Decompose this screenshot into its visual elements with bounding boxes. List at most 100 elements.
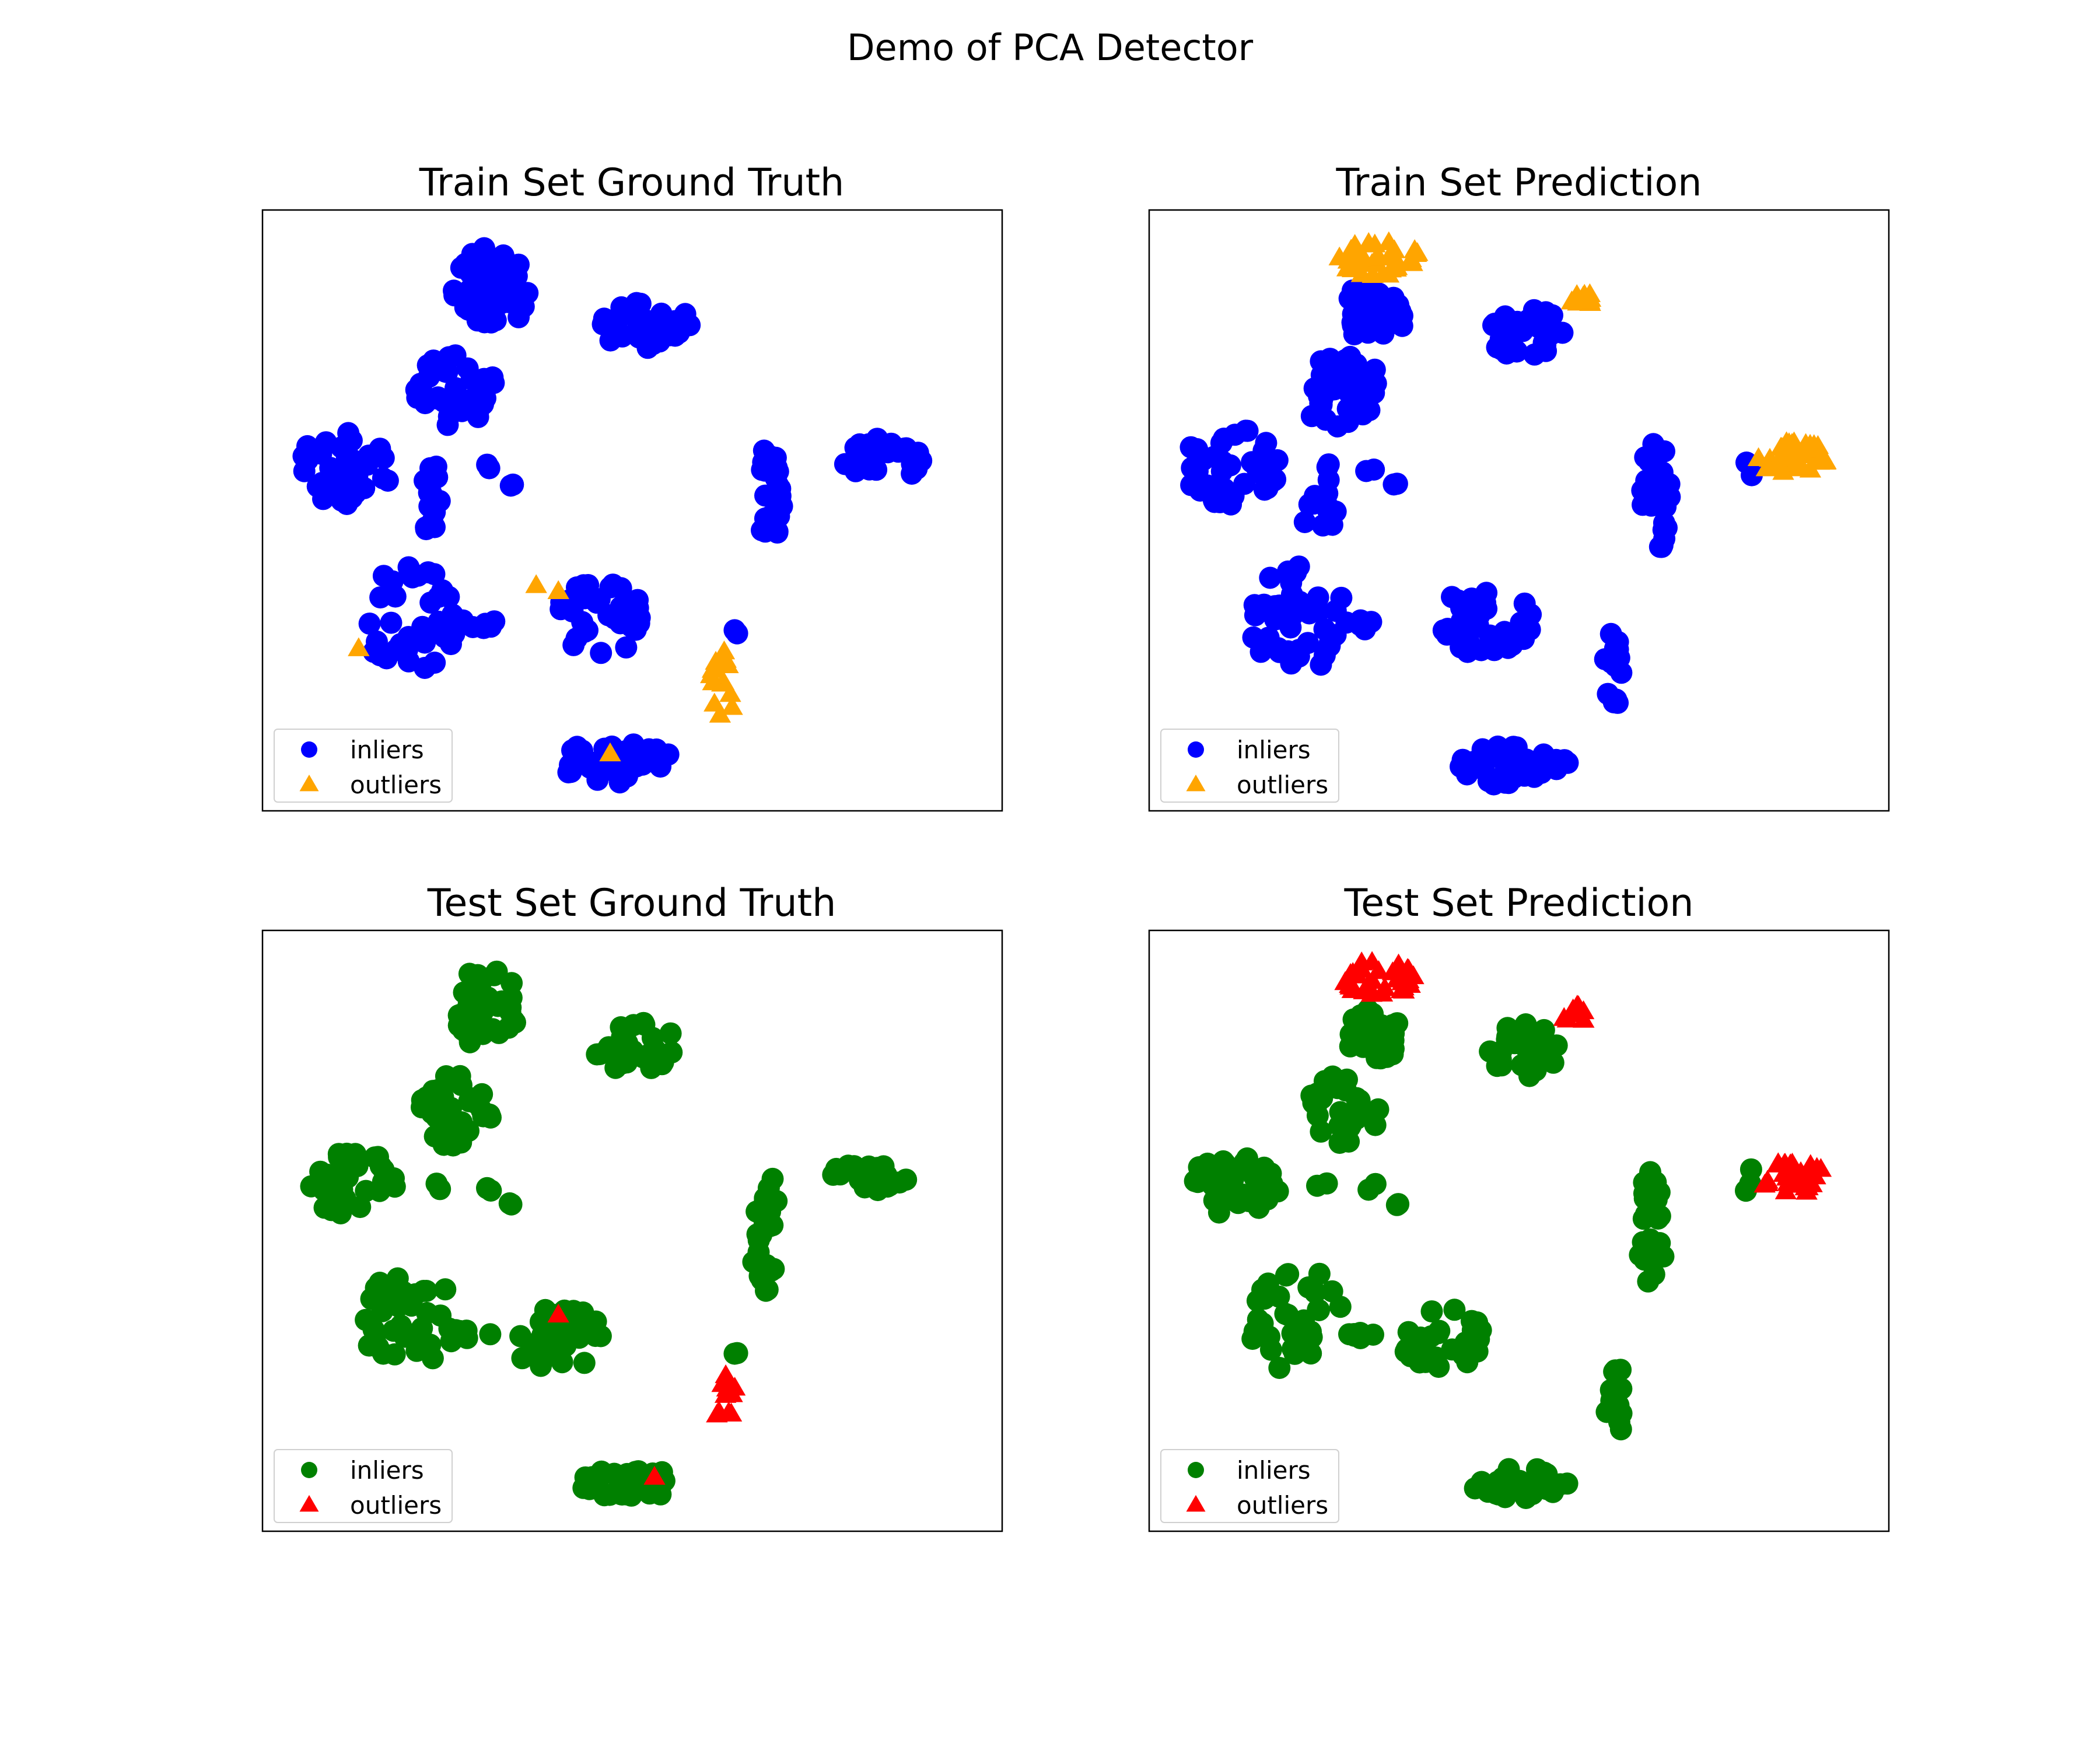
- inlier-point: [383, 1343, 406, 1366]
- inlier-point: [1541, 304, 1563, 327]
- legend: inliers outliers: [274, 729, 453, 803]
- outlier-point: [599, 742, 621, 762]
- inlier-point: [1274, 1303, 1297, 1325]
- legend-marker-inliers: [301, 741, 317, 758]
- inlier-point: [1345, 299, 1368, 322]
- outlier-point: [1391, 971, 1413, 991]
- inlier-point: [1606, 631, 1629, 653]
- inlier-point: [624, 618, 647, 641]
- inlier-point: [495, 254, 517, 276]
- inlier-point: [1470, 1471, 1493, 1493]
- inlier-point: [421, 361, 443, 383]
- outlier-point: [719, 682, 741, 702]
- inlier-point: [390, 1314, 412, 1337]
- inlier-point: [1257, 1272, 1279, 1295]
- inlier-point: [1427, 1322, 1450, 1345]
- inlier-point: [1266, 1180, 1289, 1203]
- inlier-point: [1380, 289, 1403, 312]
- inlier-point: [577, 574, 600, 596]
- legend-box: [1160, 729, 1339, 803]
- inlier-point: [1513, 592, 1536, 615]
- inlier-point: [1638, 450, 1661, 473]
- inlier-point: [478, 457, 501, 480]
- inlier-point: [573, 621, 596, 643]
- inlier-point: [1511, 320, 1534, 342]
- subplot-title: Train Set Ground Truth: [419, 161, 845, 205]
- inlier-point: [742, 1251, 765, 1273]
- legend-label: outliers: [1237, 771, 1328, 799]
- inlier-point: [1310, 653, 1332, 676]
- inlier-point: [362, 640, 385, 663]
- outlier-point: [1404, 239, 1426, 258]
- inlier-point: [1259, 566, 1282, 589]
- inlier-point: [1306, 1174, 1328, 1197]
- inlier-point: [1181, 457, 1203, 480]
- legend-label: inliers: [350, 1456, 424, 1485]
- outlier-point: [1385, 256, 1408, 275]
- inlier-point: [1253, 1156, 1276, 1179]
- inlier-point: [344, 482, 367, 505]
- legend-box: [1160, 1449, 1339, 1523]
- inlier-point: [1326, 1077, 1349, 1100]
- inlier-point: [1551, 321, 1574, 344]
- inlier-point: [1496, 1028, 1518, 1051]
- inlier-point: [762, 1258, 785, 1280]
- subplot-train-ground-truth: Train Set Ground Truth inliers outliers: [261, 161, 1003, 812]
- inlier-point: [1658, 473, 1681, 495]
- inlier-point: [1355, 460, 1378, 482]
- inlier-point: [372, 565, 395, 587]
- inlier-point: [1358, 399, 1381, 422]
- inlier-point: [1318, 635, 1341, 657]
- inlier-point: [1233, 1151, 1256, 1174]
- outlier-point: [348, 637, 370, 656]
- inlier-point: [1203, 491, 1226, 513]
- inlier-point: [452, 609, 474, 632]
- inlier-point: [460, 368, 483, 391]
- outlier-point: [1368, 246, 1390, 266]
- inlier-point: [457, 391, 479, 414]
- inlier-point: [1489, 1048, 1512, 1071]
- inlier-point: [1337, 372, 1360, 395]
- inlier-point: [586, 592, 608, 614]
- legend-marker-outliers: [299, 774, 319, 792]
- inlier-point: [674, 309, 696, 332]
- inlier-point: [1224, 424, 1247, 446]
- inlier-point: [407, 564, 429, 587]
- inlier-point: [432, 1086, 454, 1108]
- inlier-point: [1212, 450, 1234, 473]
- inlier-point: [1475, 582, 1498, 604]
- legend-label: outliers: [350, 1491, 442, 1520]
- inlier-point: [438, 586, 460, 608]
- inlier-point: [907, 444, 929, 467]
- inlier-point: [1304, 1281, 1326, 1304]
- legend-marker-outliers: [299, 1494, 319, 1512]
- inlier-point: [328, 1160, 351, 1183]
- legend-label: inliers: [1237, 736, 1311, 764]
- inlier-point: [434, 1278, 457, 1301]
- inlier-point: [1381, 1021, 1404, 1044]
- outlier-point: [643, 1465, 666, 1485]
- inlier-point: [765, 456, 788, 479]
- inlier-point: [1533, 1461, 1555, 1484]
- outlier-point: [1768, 1153, 1790, 1172]
- inlier-point: [1609, 1359, 1632, 1381]
- inlier-point: [1466, 755, 1489, 778]
- inlier-point: [412, 1280, 435, 1302]
- inlier-point: [450, 1111, 473, 1133]
- inlier-point: [479, 1323, 502, 1346]
- outlier-point: [1362, 264, 1384, 283]
- legend: inliers outliers: [1160, 1449, 1339, 1523]
- inlier-point: [1349, 1322, 1371, 1344]
- axes-frame: [261, 209, 1003, 812]
- inlier-point: [640, 1056, 663, 1079]
- inlier-point: [1631, 479, 1654, 502]
- inlier-point: [1280, 652, 1303, 675]
- inlier-point: [499, 474, 522, 497]
- inlier-point: [822, 1163, 845, 1186]
- inlier-point: [641, 1027, 664, 1049]
- legend-label: outliers: [1237, 1491, 1328, 1520]
- inlier-point: [1648, 1232, 1671, 1254]
- inlier-point: [1634, 1203, 1657, 1226]
- inlier-point: [764, 513, 786, 536]
